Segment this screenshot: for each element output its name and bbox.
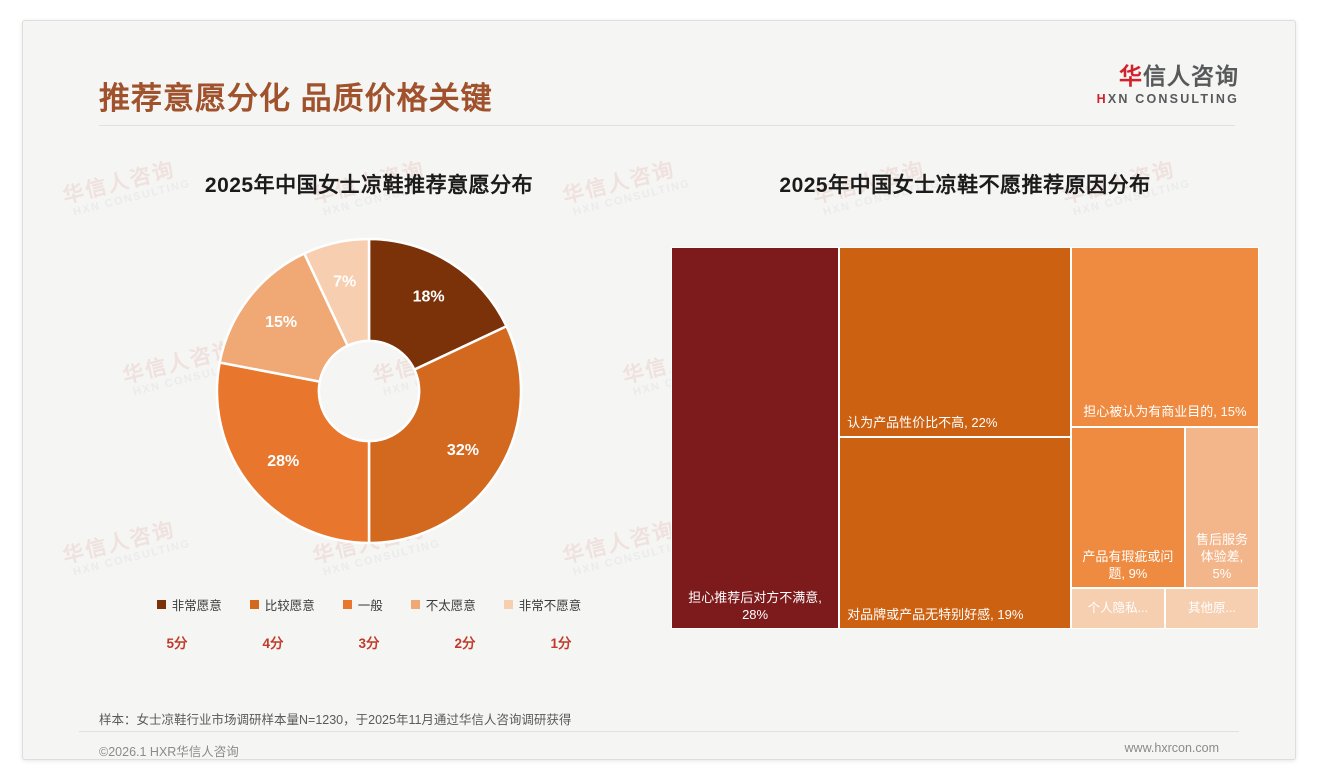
donut-slice-label: 28% [267,453,299,470]
footer-website: www.hxrcon.com [1124,741,1219,755]
treemap-node[interactable]: 售后服务体验差, 5% [1184,426,1259,589]
footer-divider [79,731,1239,732]
score-scale-row: 5分 4分 3分 2分 1分 [79,632,659,652]
treemap-node[interactable]: 其他原... [1164,588,1259,629]
treemap-node[interactable]: 担心推荐后对方不满意, 28% [671,247,840,629]
donut-slice-label: 32% [447,442,479,459]
legend-swatch-icon [249,600,259,609]
logo-chinese-rest: 信人咨询 [1143,63,1239,89]
slide-header: 推荐意愿分化 品质价格关键 华信人咨询 HXN CONSULTING [23,21,1295,126]
donut-slice[interactable] [302,237,371,348]
legend-swatch-icon [156,600,166,609]
donut-legend: 非常愿意 比较愿意 一般 不太愿意 非常不愿意 [79,595,659,614]
legend-item[interactable]: 一般 [342,595,383,614]
treemap-node[interactable]: 个人隐私... [1070,588,1165,629]
donut-slice[interactable] [218,251,350,384]
legend-item-label: 不太愿意 [425,599,476,613]
treemap-node[interactable]: 担心被认为有商业目的, 15% [1070,247,1259,427]
score-label: 4分 [262,636,284,651]
chart-title-donut: 2025年中国女士凉鞋推荐意愿分布 [204,174,534,197]
logo-english-rest: XN CONSULTING [1107,92,1239,107]
logo-chinese: 华信人咨询 [1097,63,1239,89]
header-divider [99,125,1235,126]
treemap-node-label: 对品牌或产品无特别好感, 19% [847,606,1024,622]
logo-char-h: H [1096,92,1108,107]
sample-note: 样本：女士凉鞋行业市场调研样本量N=1230，于2025年11月通过华信人咨询调… [99,713,572,727]
legend-item-label: 比较愿意 [264,599,315,613]
treemap-node-label: 担心推荐后对方不满意, 28% [688,589,822,622]
legend-item[interactable]: 比较愿意 [249,595,315,614]
treemap-node-label: 其他原... [1187,601,1236,616]
donut-chart: 18% 32% 28% 15% 7% [79,213,659,593]
legend-item[interactable]: 非常不愿意 [503,595,582,614]
donut-chart-svg: 18% 32% 28% 15% 7% [215,237,523,545]
donut-slice-label: 15% [265,314,297,331]
donut-slice-label: 7% [333,274,356,291]
legend-swatch-icon [342,600,352,609]
panel-recommendation-willingness: 2025年中国女士凉鞋推荐意愿分布 18% 32% 28% 15% 7% 非常愿意 比较愿… [79,169,659,689]
treemap-node-label: 售后服务体验差, 5% [1195,531,1248,581]
score-label: 1分 [550,636,572,651]
legend-item-label: 非常愿意 [171,599,222,613]
treemap-node[interactable]: 产品有瑕疵或问题, 9% [1070,426,1185,589]
legend-item-label: 非常不愿意 [518,599,582,613]
legend-item[interactable]: 非常愿意 [156,595,222,614]
slide-canvas: 华信人咨询 HXN CONSULTING 华信人咨询 HXN CONSULTING 华信… [22,20,1296,760]
score-label: 2分 [454,636,476,651]
treemap-node-label: 个人隐私... [1087,601,1149,616]
chart-title-treemap: 2025年中国女士凉鞋不愿推荐原因分布 [779,174,1151,197]
score-label: 3分 [358,636,380,651]
page-title: 推荐意愿分化 品质价格关键 [99,81,493,116]
panel-refusal-reasons: 2025年中国女士凉鞋不愿推荐原因分布 担心推荐后对方不满意, 28% 认为产品性… [671,169,1259,689]
treemap-node-label: 担心被认为有商业目的, 15% [1083,404,1247,420]
legend-item-label: 一般 [357,599,383,613]
logo-english: HXN CONSULTING [1097,92,1239,106]
treemap-node-label: 产品有瑕疵或问题, 9% [1082,548,1174,581]
donut-slice[interactable] [367,324,523,545]
legend-swatch-icon [503,600,513,609]
treemap-node[interactable]: 认为产品性价比不高, 22% [839,247,1071,437]
brand-logo: 华信人咨询 HXN CONSULTING [1097,63,1239,106]
legend-swatch-icon [410,600,420,609]
donut-slice[interactable] [215,361,371,545]
donut-slice-label: 18% [413,288,445,305]
logo-char-hua: 华 [1119,63,1143,89]
score-label: 5分 [166,636,188,651]
treemap-node[interactable]: 对品牌或产品无特别好感, 19% [839,436,1071,629]
treemap-chart: 担心推荐后对方不满意, 28% 认为产品性价比不高, 22% 对品牌或产品无特别好感… [671,247,1259,629]
donut-slice[interactable] [367,237,509,372]
footer-copyright: ©2026.1 HXR华信人咨询 [99,745,239,759]
legend-item[interactable]: 不太愿意 [410,595,476,614]
treemap-node-label: 认为产品性价比不高, 22% [847,414,998,430]
